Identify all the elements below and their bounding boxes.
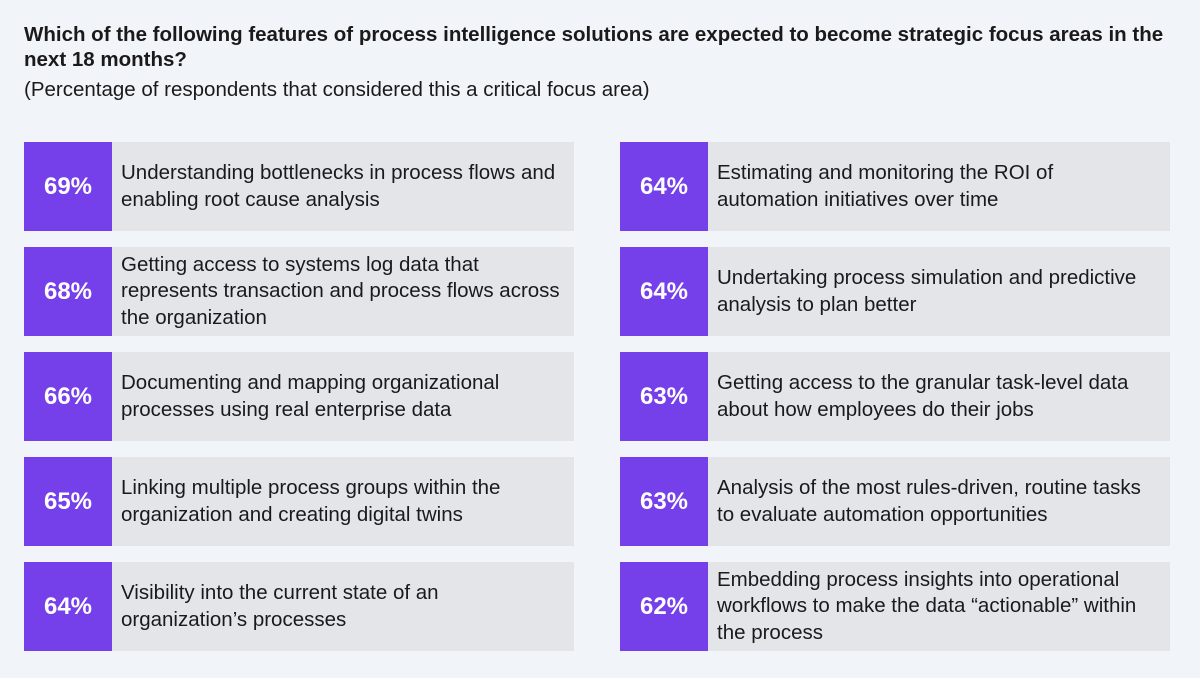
focus-area-grid: 69% Understanding bottlenecks in process… — [24, 142, 1170, 652]
focus-area-card: 64% Undertaking process simulation and p… — [620, 247, 1170, 336]
focus-area-label: Linking multiple process groups within t… — [121, 476, 501, 526]
percentage-badge: 62% — [620, 562, 708, 651]
percentage-badge: 64% — [620, 142, 708, 231]
focus-area-card: 66% Documenting and mapping organization… — [24, 352, 574, 441]
chart-title: Which of the following features of proce… — [24, 23, 1164, 71]
percentage-badge: 65% — [24, 457, 112, 546]
focus-area-card: 64% Estimating and monitoring the ROI of… — [620, 142, 1170, 231]
percentage-badge: 64% — [620, 247, 708, 336]
focus-area-label: Getting access to systems log data that … — [121, 252, 560, 329]
focus-area-card: 69% Understanding bottlenecks in process… — [24, 142, 574, 231]
focus-area-label: Getting access to the granular task-leve… — [717, 371, 1129, 421]
focus-area-label: Analysis of the most rules-driven, routi… — [717, 476, 1141, 526]
focus-area-card: 62% Embedding process insights into oper… — [620, 562, 1170, 651]
focus-area-label: Estimating and monitoring the ROI of aut… — [717, 161, 1054, 211]
percentage-badge: 69% — [24, 142, 112, 231]
focus-area-label: Visibility into the current state of an … — [121, 581, 439, 631]
focus-area-card: 68% Getting access to systems log data t… — [24, 247, 574, 336]
chart-subtitle: (Percentage of respondents that consider… — [24, 78, 650, 101]
percentage-badge: 63% — [620, 457, 708, 546]
focus-area-card: 64% Visibility into the current state of… — [24, 562, 574, 651]
focus-area-card: 63% Getting access to the granular task-… — [620, 352, 1170, 441]
focus-area-card: 63% Analysis of the most rules-driven, r… — [620, 457, 1170, 546]
focus-area-label: Undertaking process simulation and predi… — [717, 266, 1137, 316]
percentage-badge: 66% — [24, 352, 112, 441]
focus-area-card: 65% Linking multiple process groups with… — [24, 457, 574, 546]
percentage-badge: 63% — [620, 352, 708, 441]
focus-area-label: Understanding bottlenecks in process flo… — [121, 161, 556, 211]
percentage-badge: 64% — [24, 562, 112, 651]
focus-area-label: Documenting and mapping organizational p… — [121, 371, 500, 421]
percentage-badge: 68% — [24, 247, 112, 336]
focus-area-label: Embedding process insights into operatio… — [717, 567, 1137, 644]
